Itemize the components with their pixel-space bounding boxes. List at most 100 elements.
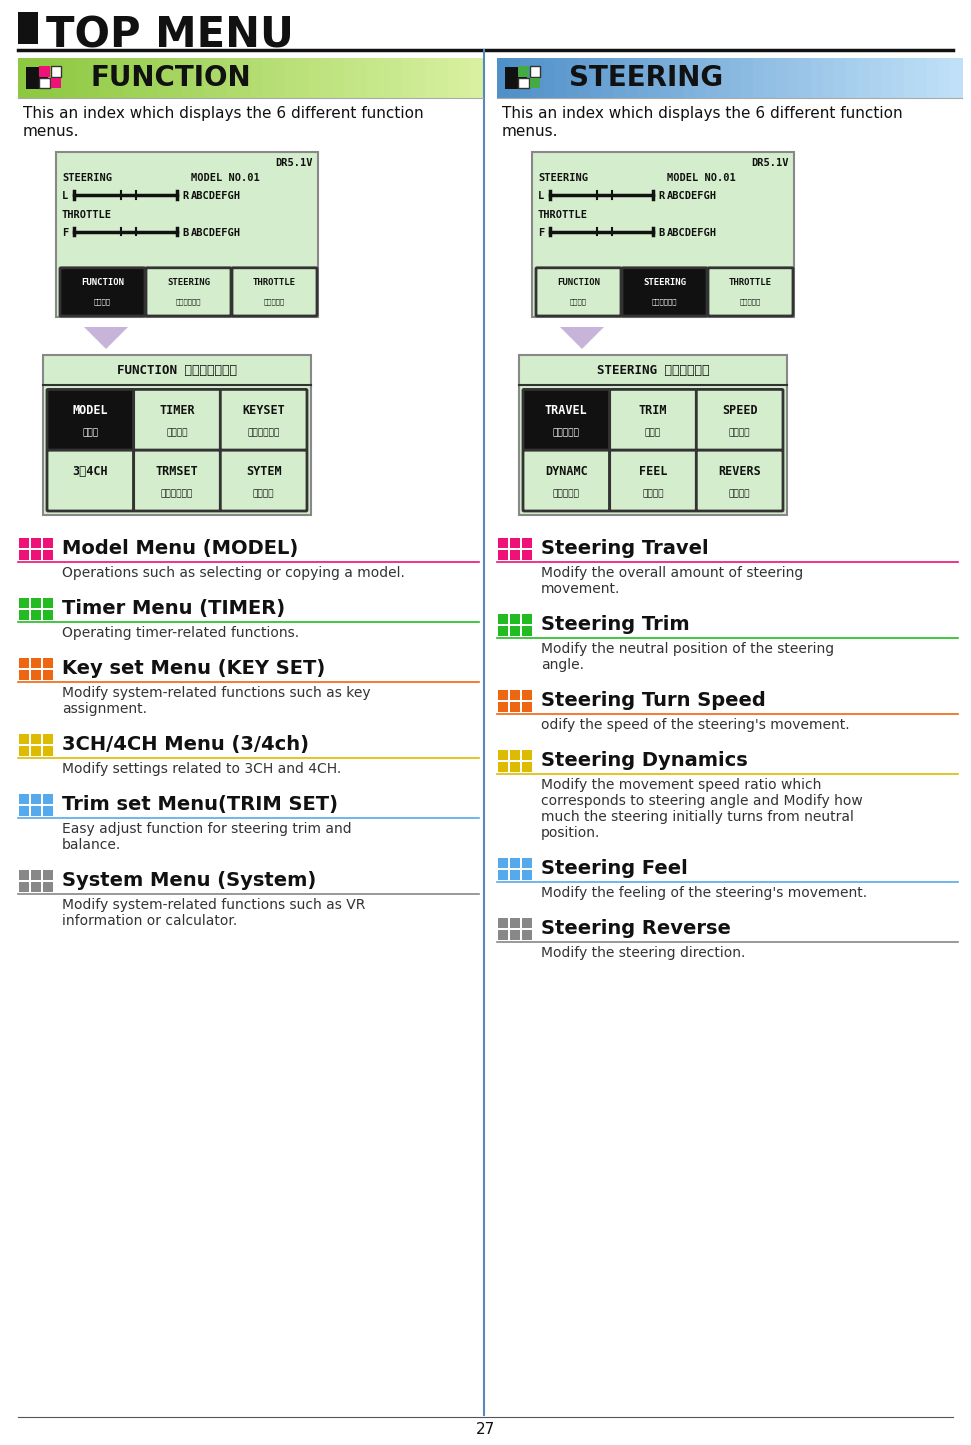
Bar [498, 626, 508, 636]
Bar [522, 750, 532, 760]
Bar [157, 58, 170, 98]
Bar [216, 58, 228, 98]
Text: Modify the overall amount of steering: Modify the overall amount of steering [541, 566, 803, 579]
Bar [40, 78, 50, 88]
Bar [522, 626, 532, 636]
Text: モデル: モデル [83, 428, 98, 438]
FancyBboxPatch shape [134, 389, 220, 451]
Text: スピード: スピード [729, 428, 751, 438]
Bar [579, 58, 591, 98]
Text: balance.: balance. [62, 838, 121, 853]
Bar [881, 58, 893, 98]
Bar [52, 58, 65, 98]
Bar [671, 58, 684, 98]
Text: Model Menu (MODEL): Model Menu (MODEL) [62, 539, 298, 558]
Bar [19, 734, 29, 744]
Bar [753, 58, 765, 98]
Bar [50, 78, 61, 88]
Bar [19, 610, 29, 620]
Bar [425, 58, 438, 98]
Text: System Menu (System): System Menu (System) [62, 871, 317, 890]
Text: L: L [538, 191, 545, 201]
Bar [637, 58, 650, 98]
Bar [31, 551, 41, 561]
Bar [41, 58, 53, 98]
Bar [648, 58, 660, 98]
Bar [43, 538, 53, 548]
Bar [239, 58, 251, 98]
Text: menus.: menus. [502, 124, 558, 139]
Text: ABCDEFGH: ABCDEFGH [191, 228, 241, 238]
Bar [19, 746, 29, 756]
Bar [146, 58, 158, 98]
Text: SPEED: SPEED [721, 405, 757, 418]
Bar [939, 58, 952, 98]
Text: position.: position. [541, 827, 600, 840]
Bar [332, 58, 345, 98]
Bar [87, 58, 100, 98]
Bar [437, 58, 450, 98]
Bar [31, 806, 41, 816]
Text: 27: 27 [476, 1422, 495, 1438]
Text: F: F [62, 228, 68, 238]
FancyBboxPatch shape [523, 389, 610, 451]
Text: STEERING: STEERING [643, 277, 686, 288]
Text: FUNCTION: FUNCTION [557, 277, 600, 288]
Bar [718, 58, 730, 98]
Text: THROTTLE: THROTTLE [253, 277, 296, 288]
Bar [498, 870, 508, 880]
Text: B: B [658, 228, 664, 238]
Bar [892, 58, 905, 98]
Bar [519, 78, 529, 88]
Bar [498, 691, 508, 699]
Bar [56, 152, 318, 316]
Text: TRMSET: TRMSET [155, 465, 198, 478]
Text: TIMER: TIMER [159, 405, 195, 418]
Bar [776, 58, 788, 98]
Text: Modify settings related to 3CH and 4CH.: Modify settings related to 3CH and 4CH. [62, 762, 341, 776]
Bar [19, 551, 29, 561]
Text: STEERING ステアリング: STEERING ステアリング [597, 364, 709, 377]
FancyBboxPatch shape [696, 451, 783, 512]
Bar [510, 614, 520, 624]
Bar [43, 746, 53, 756]
Bar [26, 66, 48, 90]
Bar [510, 626, 520, 636]
Bar [31, 657, 41, 668]
Bar [31, 610, 41, 620]
Bar [869, 58, 882, 98]
Bar [31, 598, 41, 608]
Bar [285, 58, 298, 98]
Bar [111, 58, 123, 98]
Bar [19, 657, 29, 668]
Bar [43, 670, 53, 681]
Text: movement.: movement. [541, 582, 620, 595]
Bar [510, 691, 520, 699]
Text: B: B [182, 228, 188, 238]
Bar [519, 66, 529, 77]
Bar [274, 58, 286, 98]
Bar [530, 78, 541, 88]
Bar [522, 918, 532, 928]
Bar [43, 870, 53, 880]
Bar [741, 58, 753, 98]
Bar [390, 58, 403, 98]
Text: システム: システム [252, 488, 275, 499]
Text: トライベル: トライベル [552, 428, 580, 438]
Bar [19, 598, 29, 608]
Bar [532, 152, 794, 316]
Bar [811, 58, 823, 98]
Text: MODEL NO.01: MODEL NO.01 [667, 173, 736, 184]
Text: REVERS: REVERS [719, 465, 761, 478]
Text: ステアリング: ステアリング [652, 299, 677, 305]
Text: ステアリング: ステアリング [176, 299, 201, 305]
Text: ダイナミク: ダイナミク [552, 488, 580, 499]
Text: Steering Reverse: Steering Reverse [541, 919, 731, 938]
Text: MODEL NO.01: MODEL NO.01 [191, 173, 260, 184]
Bar [76, 58, 88, 98]
Text: Steering Dynamics: Steering Dynamics [541, 751, 748, 770]
Bar [192, 58, 205, 98]
FancyBboxPatch shape [696, 389, 783, 451]
Text: This an index which displays the 6 different function: This an index which displays the 6 diffe… [23, 105, 423, 121]
Bar [18, 12, 38, 43]
